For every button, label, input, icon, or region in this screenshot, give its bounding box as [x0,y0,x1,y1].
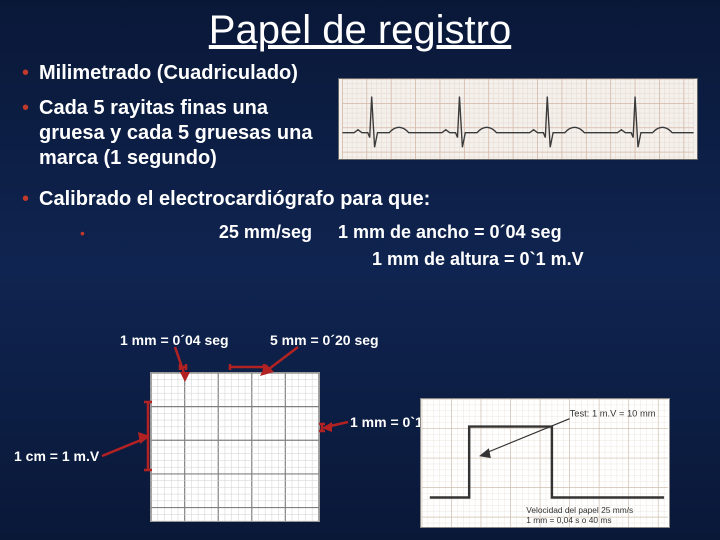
label-5mm: 5 mm = 0´20 seg [270,332,379,348]
bullet-text: Milimetrado (Cuadriculado) [39,61,298,86]
step-box: Test: 1 m.V = 10 mm Velocidad del papel 2… [420,398,670,528]
svg-text:Velocidad del papel 25 mm/s: Velocidad del papel 25 mm/s [526,505,633,515]
svg-text:Test: 1 m.V = 10 mm: Test: 1 m.V = 10 mm [570,409,656,419]
grid-box [150,372,320,522]
sub-bullet: • 25 mm/seg 1 mm de ancho = 0´04 seg [80,222,698,243]
calibration-row-1: 25 mm/seg 1 mm de ancho = 0´04 seg [99,222,562,243]
diagram-area: 1 mm = 0´04 seg 5 mm = 0´20 seg 1 cm = 1… [30,332,690,532]
bullet-text: Calibrado el electrocardiógrafo para que… [39,187,430,212]
bullet-text: Cada 5 rayitas finas una gruesa y cada 5… [39,96,332,171]
label-1cm: 1 cm = 1 m.V [14,448,99,464]
bullet-dot: • [22,96,29,120]
page-title: Papel de registro [0,0,720,53]
bullet-3: • Calibrado el electrocardiógrafo para q… [22,187,698,212]
svg-text:1 mm = 0,04 s o 40 ms: 1 mm = 0,04 s o 40 ms [526,515,611,525]
bullet-dot: • [22,187,29,211]
width-eq-label: 1 mm de ancho = 0´04 seg [338,222,562,243]
bullet-2: • Cada 5 rayitas finas una gruesa y cada… [22,96,332,171]
bullet-dot: • [22,61,29,85]
height-eq-label: 1 mm de altura = 0`1 m.V [372,249,698,270]
ecg-strip [338,78,698,160]
label-1mm: 1 mm = 0´04 seg [120,332,229,348]
sub-bullet-dot: • [80,225,85,241]
speed-label: 25 mm/seg [219,222,312,243]
